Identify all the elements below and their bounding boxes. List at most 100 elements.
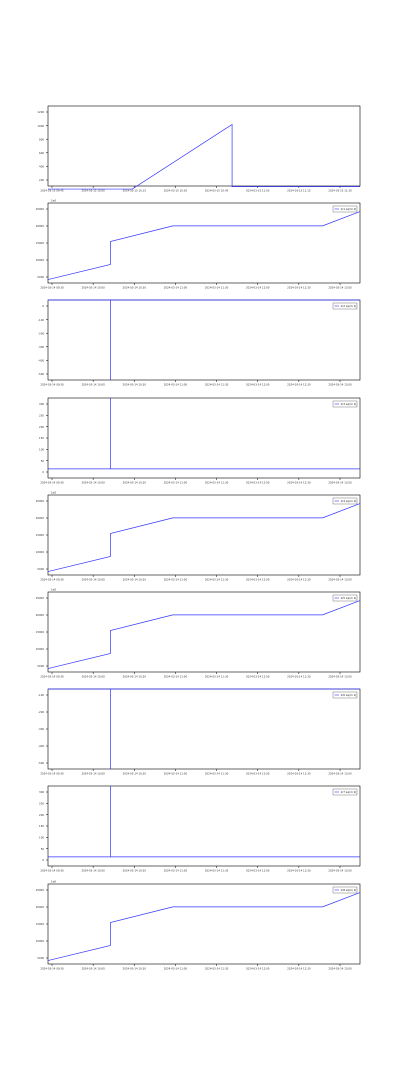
x-tick-label: 2024-03-14 12:30 xyxy=(287,772,311,776)
x-tick-label: 2024-03-14 12:00 xyxy=(246,286,270,290)
plot-frame xyxy=(47,202,361,284)
legend-label: 1/4 sq/m 1[ xyxy=(341,499,357,503)
y-tick-label: 25000 xyxy=(36,499,45,503)
y-tick-label: 1200 xyxy=(37,110,44,114)
x-tick-label: 2024-03-14 13:00 xyxy=(328,675,352,679)
plot-frame xyxy=(47,883,361,965)
plot-frame xyxy=(47,591,361,673)
x-tick-label: 2024-03-14 09:30 xyxy=(40,967,64,971)
x-tick-label: 2024-03-14 12:30 xyxy=(287,967,311,971)
y-tick-label: 25000 xyxy=(36,888,45,892)
x-tick-label: 2024-03-14 10:00 xyxy=(81,675,105,679)
x-tick-label: 2024-03-14 13:00 xyxy=(328,578,352,582)
x-tick-label: 2024-03-14 11:00 xyxy=(164,383,188,387)
x-tick-label: 2024-03-14 12:00 xyxy=(246,869,270,873)
x-tick-label: 2024-03-14 12:30 xyxy=(287,481,311,485)
y-tick-label: 20000 xyxy=(36,613,45,617)
x-tick-label: 2024-03-14 11:30 xyxy=(205,383,229,387)
x-tick-label: 2024-03-14 10:30 xyxy=(123,675,147,679)
chart-4: 300 250 200 150 100 50 0 2024-03-14 09:30 2024-0… xyxy=(39,397,361,485)
chart-1: 1200 1000 800 600 400 200 2024-03-15 09:45 2024… xyxy=(37,105,361,193)
x-tick-label: 2024-03-14 11:00 xyxy=(164,772,188,776)
y-tick-label: 15000 xyxy=(36,922,45,926)
y-tick-label: 20000 xyxy=(36,516,45,520)
y-tick-label: -100 xyxy=(38,318,44,322)
y-tick-label: 100 xyxy=(39,836,44,840)
x-tick-label: 2024-03-14 12:00 xyxy=(246,772,270,776)
x-tick-label: 2024-03-14 13:00 xyxy=(328,772,352,776)
y-tick-label: 15000 xyxy=(36,533,45,537)
legend-box xyxy=(332,788,358,796)
y-tick-label: 10000 xyxy=(36,939,45,943)
x-tick-label: 2024-03-14 12:30 xyxy=(287,383,311,387)
y-tick-label: 150 xyxy=(39,824,44,828)
x-tick-label: 2024-03-14 12:00 xyxy=(246,383,270,387)
y-tick-label: -500 xyxy=(38,372,44,376)
x-tick-label: 2024-03-14 13:00 xyxy=(328,286,352,290)
legend-box xyxy=(332,400,358,408)
x-tick-label: 2024-03-14 12:30 xyxy=(287,869,311,873)
x-tick-label: 2024-03-14 11:00 xyxy=(164,675,188,679)
y-tick-label: 150 xyxy=(39,436,44,440)
x-tick-label: 2024-03-15 11:30 xyxy=(328,189,352,193)
x-tick-label: 2024-03-14 13:00 xyxy=(328,481,352,485)
chart-6: 25000 20000 15000 10000 5000 2024-03-14 09:30… xyxy=(36,588,361,679)
y-tick-label: 200 xyxy=(39,178,44,182)
x-tick-label: 2024-03-15 11:00 xyxy=(246,189,270,193)
y-tick-label: 10000 xyxy=(36,258,45,262)
plot-frame xyxy=(47,105,361,187)
x-tick-label: 2024-03-15 11:15 xyxy=(287,189,311,193)
x-tick-label: 2024-03-14 12:00 xyxy=(246,967,270,971)
x-tick-label: 2024-03-14 11:30 xyxy=(205,286,229,290)
x-tick-label: 2024-03-14 10:30 xyxy=(123,286,147,290)
x-tick-label: 2024-03-14 12:30 xyxy=(287,675,311,679)
offset-label: 1e8 xyxy=(51,491,56,495)
y-tick-label: 0 xyxy=(42,470,44,474)
x-tick-label: 2024-03-14 13:00 xyxy=(328,967,352,971)
y-tick-label: 5000 xyxy=(37,956,44,960)
legend-label: 1/7 sq/m 1[ xyxy=(341,790,357,794)
x-tick-label: 2024-03-14 10:00 xyxy=(81,772,105,776)
x-tick-label: 2024-03-14 11:30 xyxy=(205,869,229,873)
y-tick-label: 600 xyxy=(39,151,44,155)
plot-frame xyxy=(47,299,361,381)
y-tick-label: 50 xyxy=(41,847,45,851)
y-tick-label: 200 xyxy=(39,813,44,817)
series-line xyxy=(48,123,360,190)
y-tick-label: -500 xyxy=(38,761,44,765)
series-line xyxy=(48,299,360,380)
y-tick-label: 25000 xyxy=(36,596,45,600)
y-tick-label: 400 xyxy=(39,165,44,169)
x-tick-label: 2024-03-14 09:30 xyxy=(40,481,64,485)
x-tick-label: 2024-03-15 10:15 xyxy=(123,189,147,193)
y-tick-label: -400 xyxy=(38,359,44,363)
legend-box xyxy=(332,497,358,505)
x-tick-label: 2024-03-14 12:00 xyxy=(246,578,270,582)
x-tick-label: 2024-03-14 12:00 xyxy=(246,481,270,485)
series-line xyxy=(47,600,361,669)
x-tick-label: 2024-03-14 09:30 xyxy=(40,286,64,290)
legend-label: 1/2 sq/m 1[ xyxy=(341,304,357,308)
chart-5: 25000 20000 15000 10000 5000 2024-03-14 09:30… xyxy=(36,491,361,582)
x-tick-label: 2024-03-15 10:00 xyxy=(81,189,105,193)
x-tick-label: 2024-03-14 11:30 xyxy=(205,967,229,971)
series-line xyxy=(48,398,360,470)
y-tick-label: 5000 xyxy=(37,664,44,668)
y-tick-label: 300 xyxy=(39,402,44,406)
legend-label: 1/5 sq/m 1[ xyxy=(341,596,357,600)
x-tick-label: 2024-03-14 09:30 xyxy=(40,869,64,873)
offset-label: 1e8 xyxy=(51,880,56,884)
x-tick-label: 2024-03-14 10:00 xyxy=(81,869,105,873)
x-tick-label: 2024-03-14 10:30 xyxy=(123,869,147,873)
x-tick-label: 2024-03-14 10:30 xyxy=(123,578,147,582)
y-tick-label: 50 xyxy=(41,459,45,463)
y-tick-label: 20000 xyxy=(36,224,45,228)
y-tick-label: 100 xyxy=(39,448,44,452)
y-tick-label: 0 xyxy=(42,304,44,308)
plot-frame xyxy=(47,397,361,479)
legend-box xyxy=(332,691,358,699)
x-tick-label: 2024-03-14 13:00 xyxy=(328,383,352,387)
y-tick-label: 25000 xyxy=(36,207,45,211)
x-tick-label: 2024-03-14 11:30 xyxy=(205,481,229,485)
